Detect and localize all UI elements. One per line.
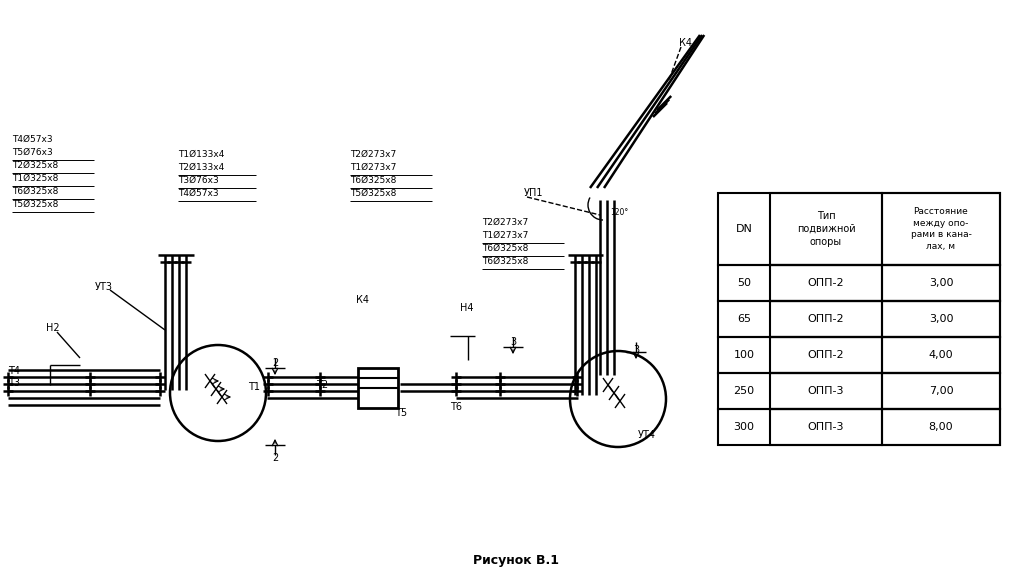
Text: К4: К4 (679, 38, 692, 48)
Text: Т5Ø325х8: Т5Ø325х8 (350, 189, 397, 198)
Text: УТ4: УТ4 (638, 430, 656, 440)
Bar (882, 409, 1000, 445)
Text: 3,00: 3,00 (929, 278, 953, 288)
Text: ОПП-2: ОПП-2 (808, 278, 844, 288)
Bar (718, 265, 1000, 301)
Text: 7,00: 7,00 (929, 386, 953, 396)
Text: Рисунок В.1: Рисунок В.1 (473, 554, 559, 567)
Bar (770, 337, 882, 373)
Text: Т2Ø273х7: Т2Ø273х7 (350, 150, 397, 159)
Text: DN: DN (735, 224, 752, 234)
Text: Т5: Т5 (395, 408, 407, 418)
Text: Тип
подвижной
опоры: Тип подвижной опоры (796, 211, 855, 247)
Bar (358, 368, 398, 408)
Bar (770, 373, 882, 409)
Text: Т1Ø273х7: Т1Ø273х7 (482, 231, 528, 240)
Text: 4,00: 4,00 (929, 350, 953, 360)
Text: 3,00: 3,00 (929, 314, 953, 324)
Text: Т4Ø57х3: Т4Ø57х3 (12, 135, 53, 144)
Text: 2: 2 (272, 358, 278, 368)
Bar (770, 193, 882, 265)
Text: УП1: УП1 (524, 188, 543, 198)
Text: ОПП-3: ОПП-3 (808, 386, 844, 396)
Bar (882, 337, 1000, 373)
Text: Расстояние
между опо-
рами в кана-
лах, м: Расстояние между опо- рами в кана- лах, … (910, 207, 971, 251)
Text: Н2: Н2 (46, 323, 60, 333)
Bar (770, 409, 882, 445)
Text: 300: 300 (733, 422, 754, 432)
Text: 3: 3 (633, 345, 639, 355)
Text: Т1Ø325х8: Т1Ø325х8 (12, 174, 59, 183)
Text: 3: 3 (510, 337, 516, 347)
Text: 250: 250 (733, 386, 754, 396)
Text: Т6Ø325х8: Т6Ø325х8 (482, 257, 528, 266)
Text: Т6: Т6 (450, 402, 462, 412)
Text: ОПП-3: ОПП-3 (808, 422, 844, 432)
Text: ОПП-2: ОПП-2 (808, 350, 844, 360)
Text: УТ3: УТ3 (95, 282, 113, 292)
Bar (718, 337, 1000, 373)
Bar (882, 373, 1000, 409)
Text: Т3Ø76х3: Т3Ø76х3 (178, 176, 219, 185)
Bar (718, 301, 1000, 337)
Text: 2: 2 (272, 453, 278, 463)
Text: 50: 50 (737, 278, 751, 288)
Bar (770, 301, 882, 337)
Text: Т2Ø133х4: Т2Ø133х4 (178, 163, 224, 172)
Text: Т1: Т1 (248, 382, 260, 392)
Text: Н4: Н4 (460, 303, 473, 313)
Bar (882, 193, 1000, 265)
Bar (718, 409, 1000, 445)
Text: Т6Ø325х8: Т6Ø325х8 (12, 187, 59, 196)
Text: Т4Ø57х3: Т4Ø57х3 (178, 189, 219, 198)
Text: Т5Ø325х8: Т5Ø325х8 (12, 200, 59, 209)
Text: Т1Ø133х4: Т1Ø133х4 (178, 150, 224, 159)
Text: Т2Ø273х7: Т2Ø273х7 (482, 218, 528, 227)
Bar (770, 265, 882, 301)
Text: Т3: Т3 (8, 378, 20, 388)
Bar (718, 373, 1000, 409)
Text: Т1Ø273х7: Т1Ø273х7 (350, 163, 397, 172)
Bar (718, 193, 1000, 265)
Text: Т2: Т2 (316, 380, 328, 390)
Text: Т5Ø76х3: Т5Ø76х3 (12, 148, 53, 157)
Text: 65: 65 (737, 314, 751, 324)
Bar (882, 265, 1000, 301)
Text: 8,00: 8,00 (929, 422, 953, 432)
Text: 100: 100 (733, 350, 754, 360)
Text: Т4: Т4 (8, 366, 20, 376)
Text: Т6Ø325х8: Т6Ø325х8 (350, 176, 397, 185)
Text: ОПП-2: ОПП-2 (808, 314, 844, 324)
Text: К4: К4 (356, 295, 369, 305)
Text: 120°: 120° (611, 208, 628, 217)
Text: Т2Ø325х8: Т2Ø325х8 (12, 161, 58, 170)
Text: Т6Ø325х8: Т6Ø325х8 (482, 244, 528, 253)
Bar (882, 301, 1000, 337)
